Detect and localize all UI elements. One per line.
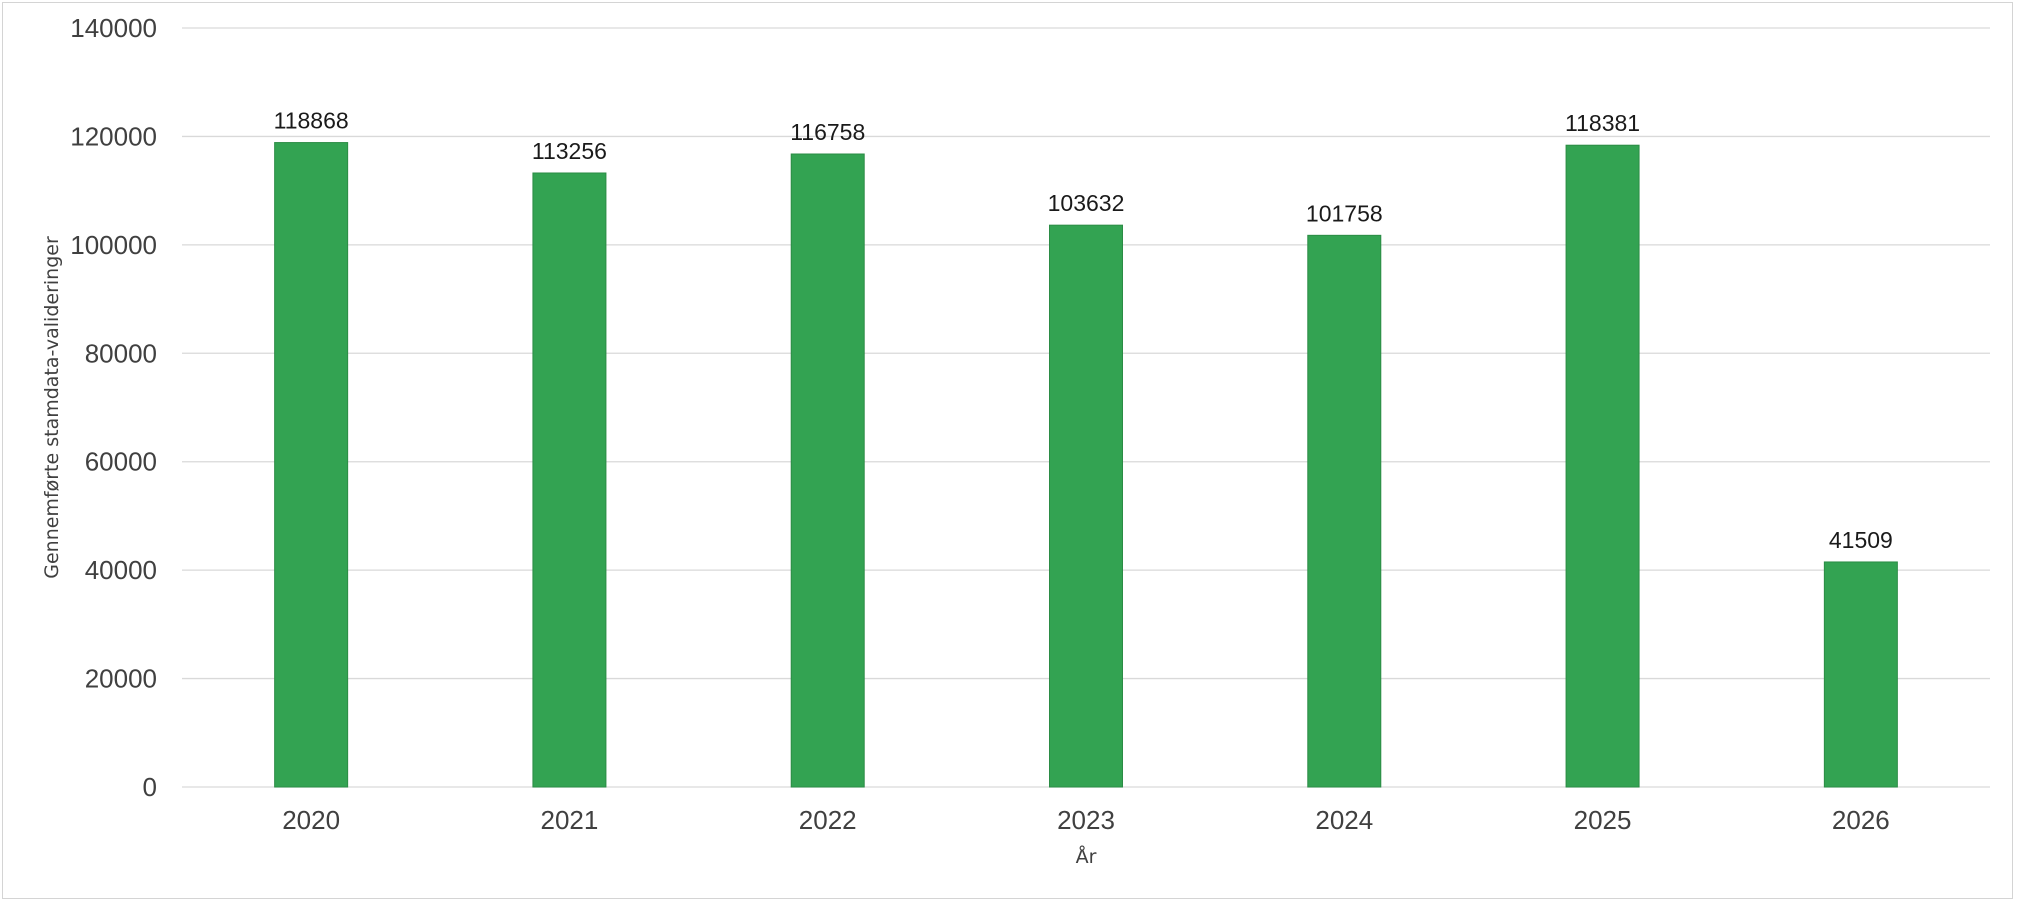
x-axis-title: År [1076,845,1097,868]
y-axis-ticks: 0 20000 40000 60000 80000 100000 120000 140000 [70,13,157,802]
x-tick-label: 2021 [541,805,599,835]
data-label: 118868 [274,108,349,134]
bar [1565,144,1640,788]
x-tick-label: 2020 [282,805,340,835]
data-label: 113256 [532,138,607,164]
bar [274,142,349,788]
bars [274,142,1898,788]
bar [1307,234,1382,788]
data-label: 41509 [1829,527,1893,553]
x-tick-label: 2022 [799,805,857,835]
x-tick-label: 2024 [1315,805,1373,835]
y-tick-label: 20000 [85,664,157,694]
y-tick-label: 80000 [85,338,157,368]
x-tick-label: 2025 [1574,805,1632,835]
y-tick-label: 100000 [70,230,157,260]
y-tick-label: 0 [143,772,157,802]
y-tick-label: 40000 [85,555,157,585]
bar [1823,561,1898,788]
x-tick-label: 2026 [1832,805,1890,835]
x-axis-ticks: 2020 2021 2022 2023 2024 2025 2026 [282,805,1890,835]
x-tick-label: 2023 [1057,805,1115,835]
y-axis-title: Gennemførte stamdata-valideringer [41,236,63,579]
data-label: 101758 [1306,200,1383,226]
data-label: 118381 [1565,110,1640,136]
data-label: 116758 [790,119,865,145]
y-tick-label: 140000 [70,13,157,43]
y-tick-label: 120000 [70,121,157,151]
y-tick-label: 60000 [85,447,157,477]
bar [790,153,865,788]
bar [532,172,607,788]
bar [1049,224,1123,788]
data-labels: 118868 113256 116758 103632 101758 118381 4150… [274,108,1893,553]
data-label: 103632 [1048,190,1125,216]
